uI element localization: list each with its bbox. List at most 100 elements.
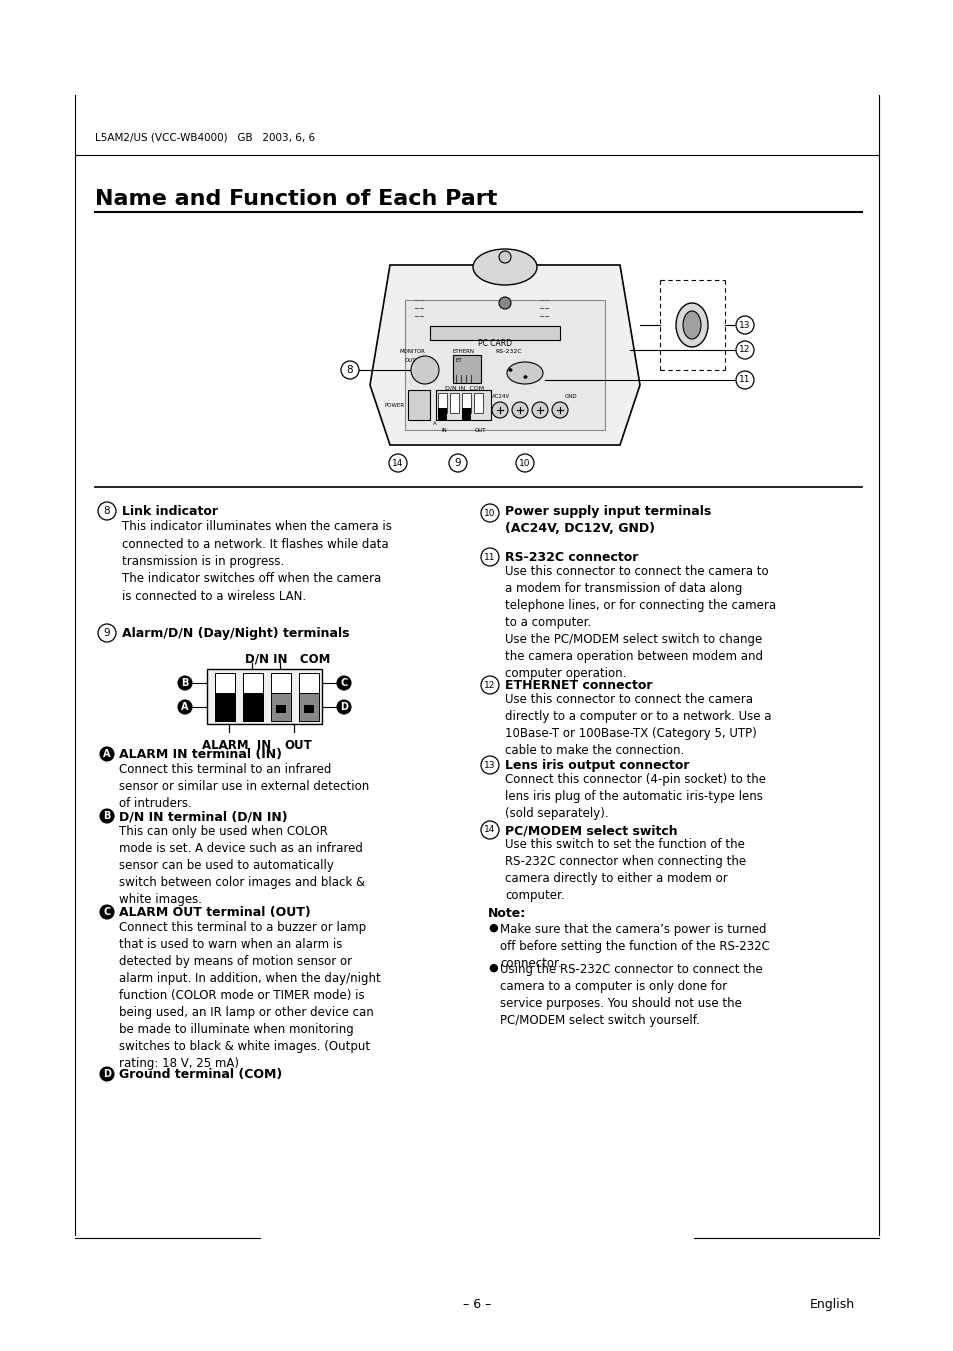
Text: Name and Function of Each Part: Name and Function of Each Part [95, 189, 497, 209]
Circle shape [498, 297, 511, 309]
Text: D/N IN  COM: D/N IN COM [444, 386, 483, 390]
Text: A: A [433, 422, 436, 426]
Text: PC CARD: PC CARD [477, 339, 512, 349]
Circle shape [735, 316, 753, 334]
Text: 13: 13 [739, 320, 750, 330]
Text: 10: 10 [484, 508, 496, 517]
Circle shape [411, 357, 438, 384]
Text: 10: 10 [518, 458, 530, 467]
Text: ET: ET [456, 358, 462, 363]
Circle shape [340, 361, 358, 380]
Bar [298, 673, 318, 693]
Bar [214, 693, 234, 721]
Circle shape [735, 340, 753, 359]
Bar [450, 393, 458, 413]
Text: Connect this connector (4-pin socket) to the
lens iris plug of the automatic iri: Connect this connector (4-pin socket) to… [504, 773, 765, 820]
Bar [275, 705, 286, 713]
Text: RS-232C: RS-232C [495, 349, 521, 354]
Text: 11: 11 [739, 376, 750, 385]
Text: 9: 9 [104, 628, 111, 638]
Text: ETHERN: ETHERN [453, 349, 475, 354]
Bar [207, 669, 322, 724]
Text: ALARM  IN: ALARM IN [202, 739, 271, 753]
Circle shape [100, 905, 113, 919]
Bar [461, 393, 471, 413]
Text: Link indicator: Link indicator [122, 505, 218, 517]
Text: OUT: OUT [405, 358, 416, 363]
Circle shape [449, 454, 467, 471]
Text: MONITOR: MONITOR [399, 349, 425, 354]
Text: ETHERNET connector: ETHERNET connector [504, 680, 652, 692]
Circle shape [509, 369, 512, 372]
Circle shape [480, 821, 498, 839]
Circle shape [336, 700, 351, 713]
Circle shape [178, 676, 192, 690]
Ellipse shape [506, 362, 542, 384]
Text: C: C [340, 678, 347, 688]
Bar [437, 408, 447, 420]
Circle shape [512, 403, 527, 417]
Circle shape [98, 503, 116, 520]
Text: RS-232C connector: RS-232C connector [504, 551, 638, 563]
Text: L5AM2/US (VCC-WB4000)   GB   2003, 6, 6: L5AM2/US (VCC-WB4000) GB 2003, 6, 6 [95, 132, 314, 142]
Text: B: B [103, 811, 111, 821]
Circle shape [523, 376, 526, 378]
Text: PC/MODEM select switch: PC/MODEM select switch [504, 824, 677, 838]
Text: AC24V: AC24V [492, 394, 510, 399]
Bar [405, 300, 604, 430]
Text: D: D [339, 703, 348, 712]
Text: 12: 12 [739, 346, 750, 354]
Bar [243, 693, 263, 721]
Bar [474, 393, 482, 413]
Circle shape [492, 403, 507, 417]
Bar [408, 390, 430, 420]
Circle shape [524, 376, 527, 378]
Text: 8: 8 [104, 507, 111, 516]
Circle shape [516, 454, 534, 471]
Text: 12: 12 [484, 681, 496, 689]
Text: OUT: OUT [475, 428, 486, 434]
Circle shape [532, 403, 547, 417]
Text: ●: ● [488, 963, 497, 973]
Circle shape [735, 372, 753, 389]
Text: Make sure that the camera’s power is turned
off before setting the function of t: Make sure that the camera’s power is tur… [499, 923, 769, 970]
Bar [214, 673, 234, 693]
Text: IN: IN [441, 428, 447, 434]
Ellipse shape [682, 311, 700, 339]
Bar [243, 673, 263, 693]
Text: C: C [103, 907, 111, 917]
Text: 11: 11 [484, 553, 496, 562]
Text: ●: ● [488, 923, 497, 934]
Text: 13: 13 [484, 761, 496, 770]
Text: Alarm/D/N (Day/Night) terminals: Alarm/D/N (Day/Night) terminals [122, 627, 349, 640]
Text: D/N IN terminal (D/N IN): D/N IN terminal (D/N IN) [119, 811, 287, 823]
Circle shape [498, 251, 511, 263]
Bar [271, 673, 291, 693]
Bar [304, 705, 314, 713]
Text: Using the RS-232C connector to connect the
camera to a computer is only done for: Using the RS-232C connector to connect t… [499, 963, 762, 1027]
Text: GND: GND [564, 394, 577, 399]
Text: D/N IN   COM: D/N IN COM [245, 653, 330, 666]
Circle shape [523, 376, 526, 378]
Circle shape [98, 624, 116, 642]
Text: A: A [103, 748, 111, 759]
Text: – 6 –: – 6 – [462, 1298, 491, 1310]
Text: This can only be used when COLOR
mode is set. A device such as an infrared
senso: This can only be used when COLOR mode is… [119, 825, 365, 907]
Bar [298, 693, 318, 721]
Text: B: B [181, 678, 189, 688]
Text: D: D [103, 1069, 111, 1079]
Text: Use this connector to connect the camera
directly to a computer or to a network.: Use this connector to connect the camera… [504, 693, 771, 757]
Circle shape [336, 676, 351, 690]
Text: Ground terminal (COM): Ground terminal (COM) [119, 1069, 282, 1081]
Text: Power supply input terminals
(AC24V, DC12V, GND): Power supply input terminals (AC24V, DC1… [504, 505, 711, 535]
Bar [453, 355, 480, 382]
Circle shape [480, 757, 498, 774]
Text: ALARM IN terminal (IN): ALARM IN terminal (IN) [119, 748, 282, 761]
Bar [430, 326, 559, 340]
Text: Use this connector to connect the camera to
a modem for transmission of data alo: Use this connector to connect the camera… [504, 565, 776, 680]
Circle shape [508, 369, 511, 372]
Ellipse shape [473, 249, 537, 285]
Circle shape [552, 403, 567, 417]
Text: Connect this terminal to an infrared
sensor or similar use in external detection: Connect this terminal to an infrared sen… [119, 763, 369, 811]
Circle shape [389, 454, 407, 471]
